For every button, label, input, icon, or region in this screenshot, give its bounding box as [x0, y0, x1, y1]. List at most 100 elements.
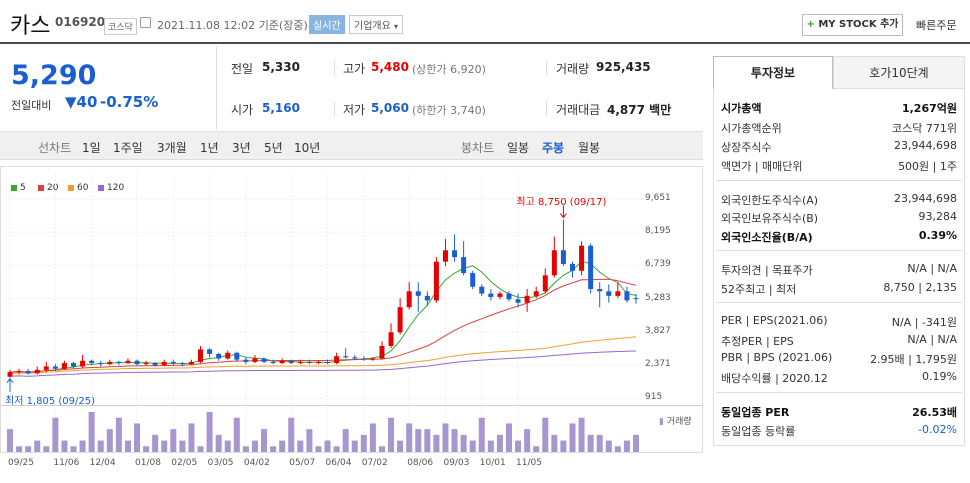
divider: [546, 61, 547, 75]
volume-bar: [406, 423, 413, 452]
candle-body: [80, 360, 86, 367]
panel-row-label: 52주최고 | 최저: [721, 283, 797, 296]
candle-body: [597, 289, 603, 292]
candle-body: [452, 250, 458, 258]
candle-period-2[interactable]: 주봉: [542, 141, 565, 155]
panel-row-value: 23,944,698: [894, 139, 957, 152]
candle-body: [216, 353, 222, 359]
volume-bar: [61, 440, 68, 452]
candle-period-3[interactable]: 월봉: [578, 141, 601, 155]
candle-body: [98, 363, 104, 365]
volume-bar: [16, 446, 23, 452]
volume-bar: [224, 440, 231, 452]
candle-body: [488, 293, 494, 297]
volume-bar: [496, 434, 503, 452]
panel-row-label: 시가총액: [721, 102, 762, 115]
candle-body: [624, 291, 630, 301]
period-7[interactable]: 10년: [294, 141, 321, 155]
candle-body: [107, 361, 113, 365]
period-6[interactable]: 5년: [264, 141, 283, 155]
volume-bar: [469, 440, 476, 452]
volume-bar: [97, 440, 104, 452]
panel-row-label: 동일업종 등락률: [721, 425, 796, 438]
candle-body: [152, 363, 158, 366]
volume-bar: [79, 440, 86, 452]
candle-body: [334, 356, 340, 364]
volume-bar: [633, 434, 639, 452]
volume-bar: [52, 417, 59, 452]
candle-body: [188, 361, 194, 365]
volume-bar: [478, 417, 485, 452]
high-value: 5,480: [371, 60, 409, 74]
panel-row-label: 외국인보유주식수(B): [721, 212, 819, 225]
volume-value: 925,435: [596, 60, 651, 74]
candle-body: [497, 293, 503, 297]
quote-datetime: 2021.11.08 12:02 기준(장중): [157, 19, 308, 32]
candle-body: [288, 360, 294, 364]
panel-row-label: 액면가 | 매매단위: [721, 160, 803, 173]
divider: [546, 102, 547, 116]
realtime-button[interactable]: 실시간: [309, 15, 345, 34]
open-value: 5,160: [262, 101, 300, 115]
prev-value: 5,330: [262, 60, 300, 74]
legend-text: 60: [77, 183, 89, 193]
tab-invest-info[interactable]: 투자정보: [713, 56, 833, 89]
volume-bar: [524, 429, 531, 452]
volume-bar: [605, 440, 612, 452]
volume-bar: [197, 446, 204, 452]
volume-bar: [134, 423, 141, 452]
volume-bar: [623, 440, 630, 452]
x-tick-label: 12/04: [89, 458, 116, 468]
tab-order-book[interactable]: 호가10단계: [833, 56, 965, 89]
candle-body: [7, 372, 13, 377]
candle-body: [506, 293, 512, 300]
period-3[interactable]: 3개월: [157, 141, 187, 155]
volume-bar: [170, 429, 177, 452]
candle-body: [551, 250, 557, 276]
volume-bar: [596, 434, 603, 452]
volume-bar: [324, 440, 331, 452]
volume-bar: [124, 440, 131, 452]
period-2[interactable]: 1주일: [113, 141, 143, 155]
period-5[interactable]: 3년: [232, 141, 251, 155]
period-1[interactable]: 1일: [82, 141, 101, 155]
candle-body: [397, 307, 403, 333]
line-chart-label: 선차트: [38, 141, 72, 155]
candle-body: [588, 245, 594, 290]
candle-body: [52, 366, 58, 369]
period-4[interactable]: 1년: [200, 141, 219, 155]
stock-header: [0, 0, 970, 44]
panel-row-value: 93,284: [918, 210, 958, 223]
x-tick-label: 07/02: [361, 458, 388, 468]
volume-bar: [460, 434, 467, 452]
candle-body: [43, 366, 49, 370]
panel-row-label: 동일업종 PER: [721, 406, 790, 419]
volume-bar: [614, 446, 621, 452]
add-mystock-button[interactable]: + MY STOCK 추가: [802, 14, 903, 36]
y-tick-label: 2,371: [645, 358, 671, 369]
volume-bar: [542, 417, 549, 452]
company-info-dropdown[interactable]: 기업개요 ▾: [349, 15, 404, 34]
candle-body: [225, 352, 231, 359]
quick-order-link[interactable]: 빠른주문: [916, 19, 957, 32]
candle-body: [524, 295, 530, 303]
legend-swatch: [98, 184, 104, 191]
volume-bar: [569, 423, 576, 452]
volume-bar: [270, 446, 277, 452]
volume-bar: [487, 440, 494, 452]
x-tick-label: 02/05: [171, 458, 198, 468]
volume-bar: [424, 429, 431, 452]
candle-period-1[interactable]: 일봉: [507, 141, 530, 155]
panel-divider: [716, 302, 962, 303]
x-tick-label: 04/02: [243, 458, 270, 468]
panel-row: 액면가 | 매매단위 500원 | 1주: [721, 158, 957, 174]
legend-text: 5: [20, 183, 26, 193]
legend-ma-5: 5: [11, 183, 26, 193]
candle-body: [406, 291, 412, 308]
panel-divider: [716, 250, 962, 251]
max-annotation: 최고 8,750 (09/17): [516, 196, 607, 208]
candle-body: [270, 361, 276, 364]
divider: [334, 61, 335, 75]
panel-row: 외국인소진율(B/A) 0.39%: [721, 229, 957, 245]
